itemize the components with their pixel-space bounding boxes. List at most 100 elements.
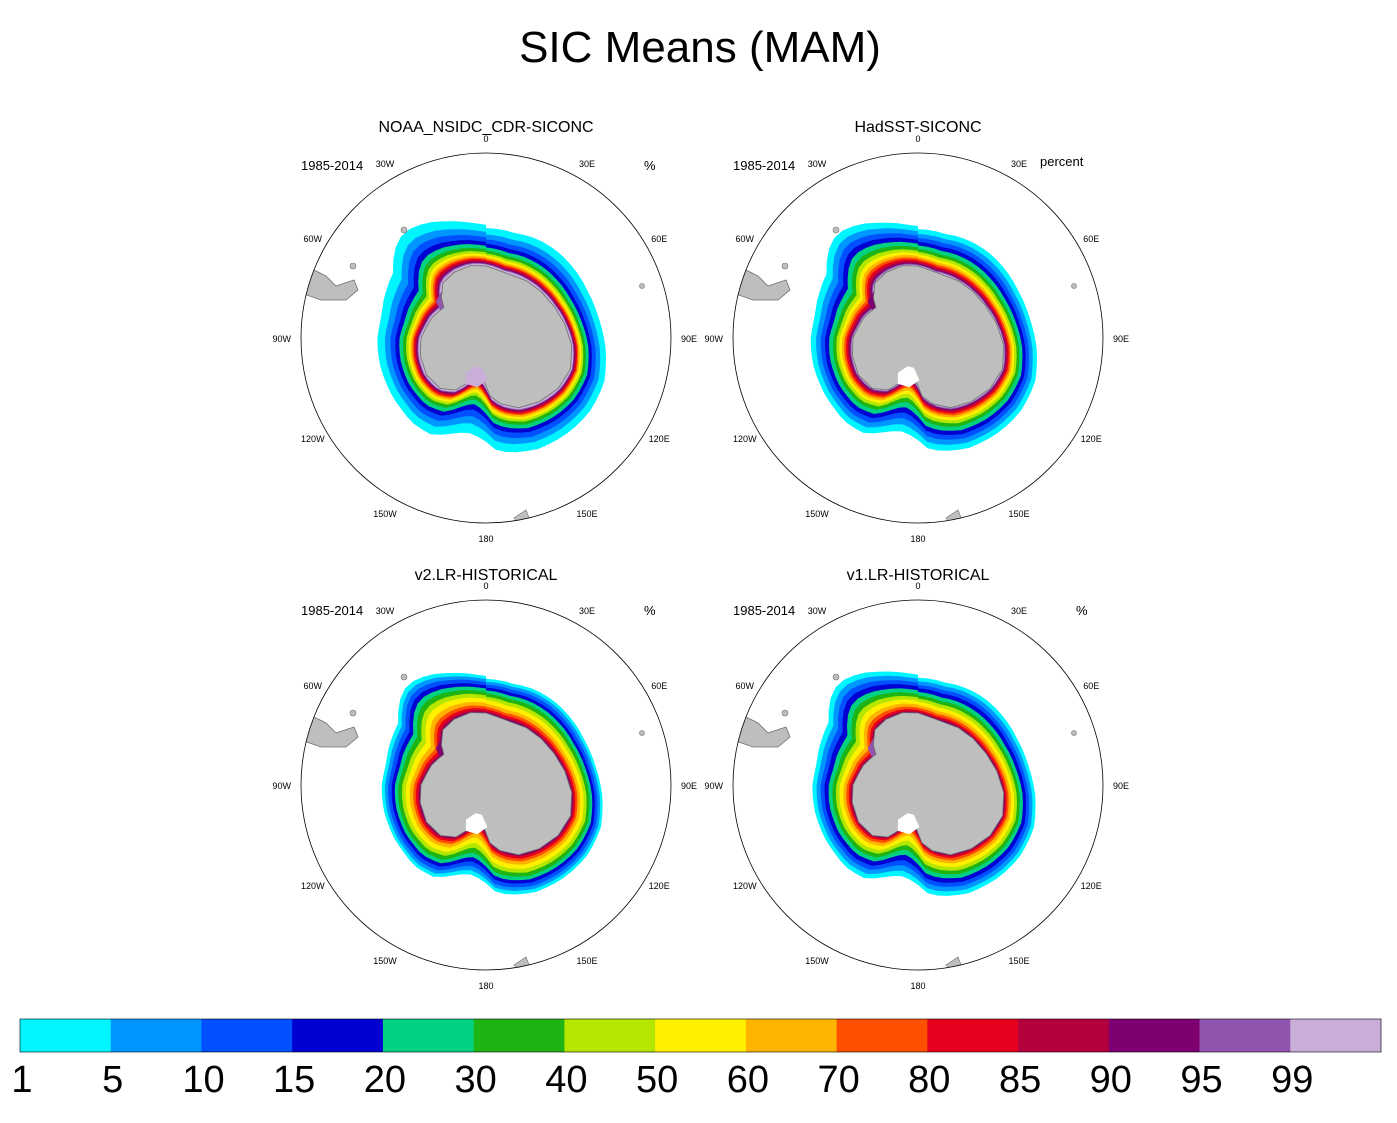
colorbar-swatch [1290, 1019, 1382, 1052]
south-america-landmass [301, 712, 359, 748]
longitude-label: 120E [649, 434, 670, 444]
panel-units: % [1076, 603, 1088, 618]
longitude-label: 180 [910, 534, 925, 544]
longitude-label: 60W [736, 681, 755, 691]
longitude-label: 150W [805, 509, 829, 519]
longitude-label: 60E [1083, 681, 1099, 691]
longitude-label: 90E [681, 334, 697, 344]
map-border [300, 599, 672, 971]
map-border [300, 152, 672, 524]
colorbar-swatch [110, 1019, 202, 1052]
longitude-label: 120W [733, 881, 757, 891]
colorbar-swatch [1199, 1019, 1291, 1052]
colorbar-swatch [836, 1019, 928, 1052]
island [1071, 730, 1077, 736]
longitude-label: 120W [733, 434, 757, 444]
map-panel: v1.LR-HISTORICAL 1985-2014 % 0 30E 60E 90E 1… [704, 567, 1129, 991]
panel-title: v1.LR-HISTORICAL [847, 567, 990, 584]
longitude-label: 60E [1083, 234, 1099, 244]
longitude-label: 60W [304, 234, 323, 244]
colorbar-swatch [564, 1019, 656, 1052]
longitude-label: 120W [301, 434, 325, 444]
longitude-label: 180 [910, 981, 925, 991]
longitude-label: 120W [301, 881, 325, 891]
colorbar-swatch [655, 1019, 747, 1052]
island [400, 226, 408, 234]
longitude-label: 60E [651, 234, 667, 244]
longitude-label: 60W [736, 234, 755, 244]
colorbar-label: 85 [999, 1059, 1041, 1101]
longitude-label: 150W [373, 509, 397, 519]
longitude-label: 90E [1113, 781, 1129, 791]
colorbar-label: 99 [1271, 1059, 1313, 1101]
map-panel: HadSST-SICONC 1985-2014 percent 0 30E 60E 9… [704, 119, 1129, 544]
longitude-label: 0 [483, 134, 488, 144]
panel-period: 1985-2014 [301, 158, 363, 173]
colorbar: 1 5 10 15 20 30 40 50 60 70 80 85 90 95 99 [11, 1018, 1382, 1101]
colorbar-label: 95 [1180, 1059, 1222, 1101]
island [832, 226, 840, 234]
longitude-label: 150E [1008, 956, 1029, 966]
island [349, 709, 357, 717]
panel-title: NOAA_NSIDC_CDR-SICONC [378, 119, 593, 136]
colorbar-swatch [20, 1019, 112, 1052]
colorbar-swatch [927, 1019, 1019, 1052]
longitude-label: 150E [1008, 509, 1029, 519]
panel-period: 1985-2014 [733, 603, 795, 618]
longitude-label: 0 [915, 134, 920, 144]
ross-embayment [897, 813, 920, 835]
longitude-label: 150E [576, 956, 597, 966]
island [781, 709, 789, 717]
colorbar-label: 70 [817, 1059, 859, 1101]
panel-title: v2.LR-HISTORICAL [415, 567, 558, 584]
longitude-label: 90E [1113, 334, 1129, 344]
colorbar-swatch [382, 1019, 474, 1052]
colorbar-label: 30 [455, 1059, 497, 1101]
colorbar-label: 15 [273, 1059, 315, 1101]
longitude-label: 90E [681, 781, 697, 791]
map-panel: v2.LR-HISTORICAL 1985-2014 % 0 30E 60E 90E 1… [272, 567, 697, 991]
colorbar-swatch [292, 1019, 384, 1052]
longitude-label: 0 [483, 581, 488, 591]
island [1071, 283, 1077, 289]
island [781, 262, 789, 270]
longitude-label: 90W [272, 781, 291, 791]
map-panel: NOAA_NSIDC_CDR-SICONC 1985-2014 % 0 30E 60… [272, 119, 697, 544]
colorbar-label: 60 [727, 1059, 769, 1101]
island [639, 730, 645, 736]
island [639, 283, 645, 289]
colorbar-frame [19, 1018, 1382, 1053]
panel-title: HadSST-SICONC [854, 119, 981, 136]
south-america-landmass [301, 265, 359, 301]
south-america-landmass [733, 712, 791, 748]
colorbar-swatch [473, 1019, 565, 1052]
longitude-label: 30E [1011, 606, 1027, 616]
longitude-label: 120E [1081, 434, 1102, 444]
colorbar-label: 1 [11, 1059, 32, 1101]
colorbar-label: 90 [1090, 1059, 1132, 1101]
colorbar-label: 80 [908, 1059, 950, 1101]
island [832, 673, 840, 681]
panel-units: percent [1040, 154, 1084, 169]
figure-title: SIC Means (MAM) [519, 23, 881, 72]
longitude-label: 120E [649, 881, 670, 891]
longitude-label: 150E [576, 509, 597, 519]
south-america-landmass [733, 265, 791, 301]
colorbar-swatch [1108, 1019, 1200, 1052]
colorbar-label: 20 [364, 1059, 406, 1101]
colorbar-swatch [201, 1019, 293, 1052]
longitude-label: 90W [704, 781, 723, 791]
longitude-label: 30W [376, 606, 395, 616]
ross-embayment [465, 366, 488, 388]
colorbar-label: 5 [102, 1059, 123, 1101]
longitude-label: 150W [373, 956, 397, 966]
island [349, 262, 357, 270]
panel-period: 1985-2014 [301, 603, 363, 618]
longitude-label: 0 [915, 581, 920, 591]
island [400, 673, 408, 681]
colorbar-label: 10 [182, 1059, 224, 1101]
longitude-label: 30W [808, 159, 827, 169]
map-border [732, 599, 1104, 971]
colorbar-swatch [745, 1019, 837, 1052]
